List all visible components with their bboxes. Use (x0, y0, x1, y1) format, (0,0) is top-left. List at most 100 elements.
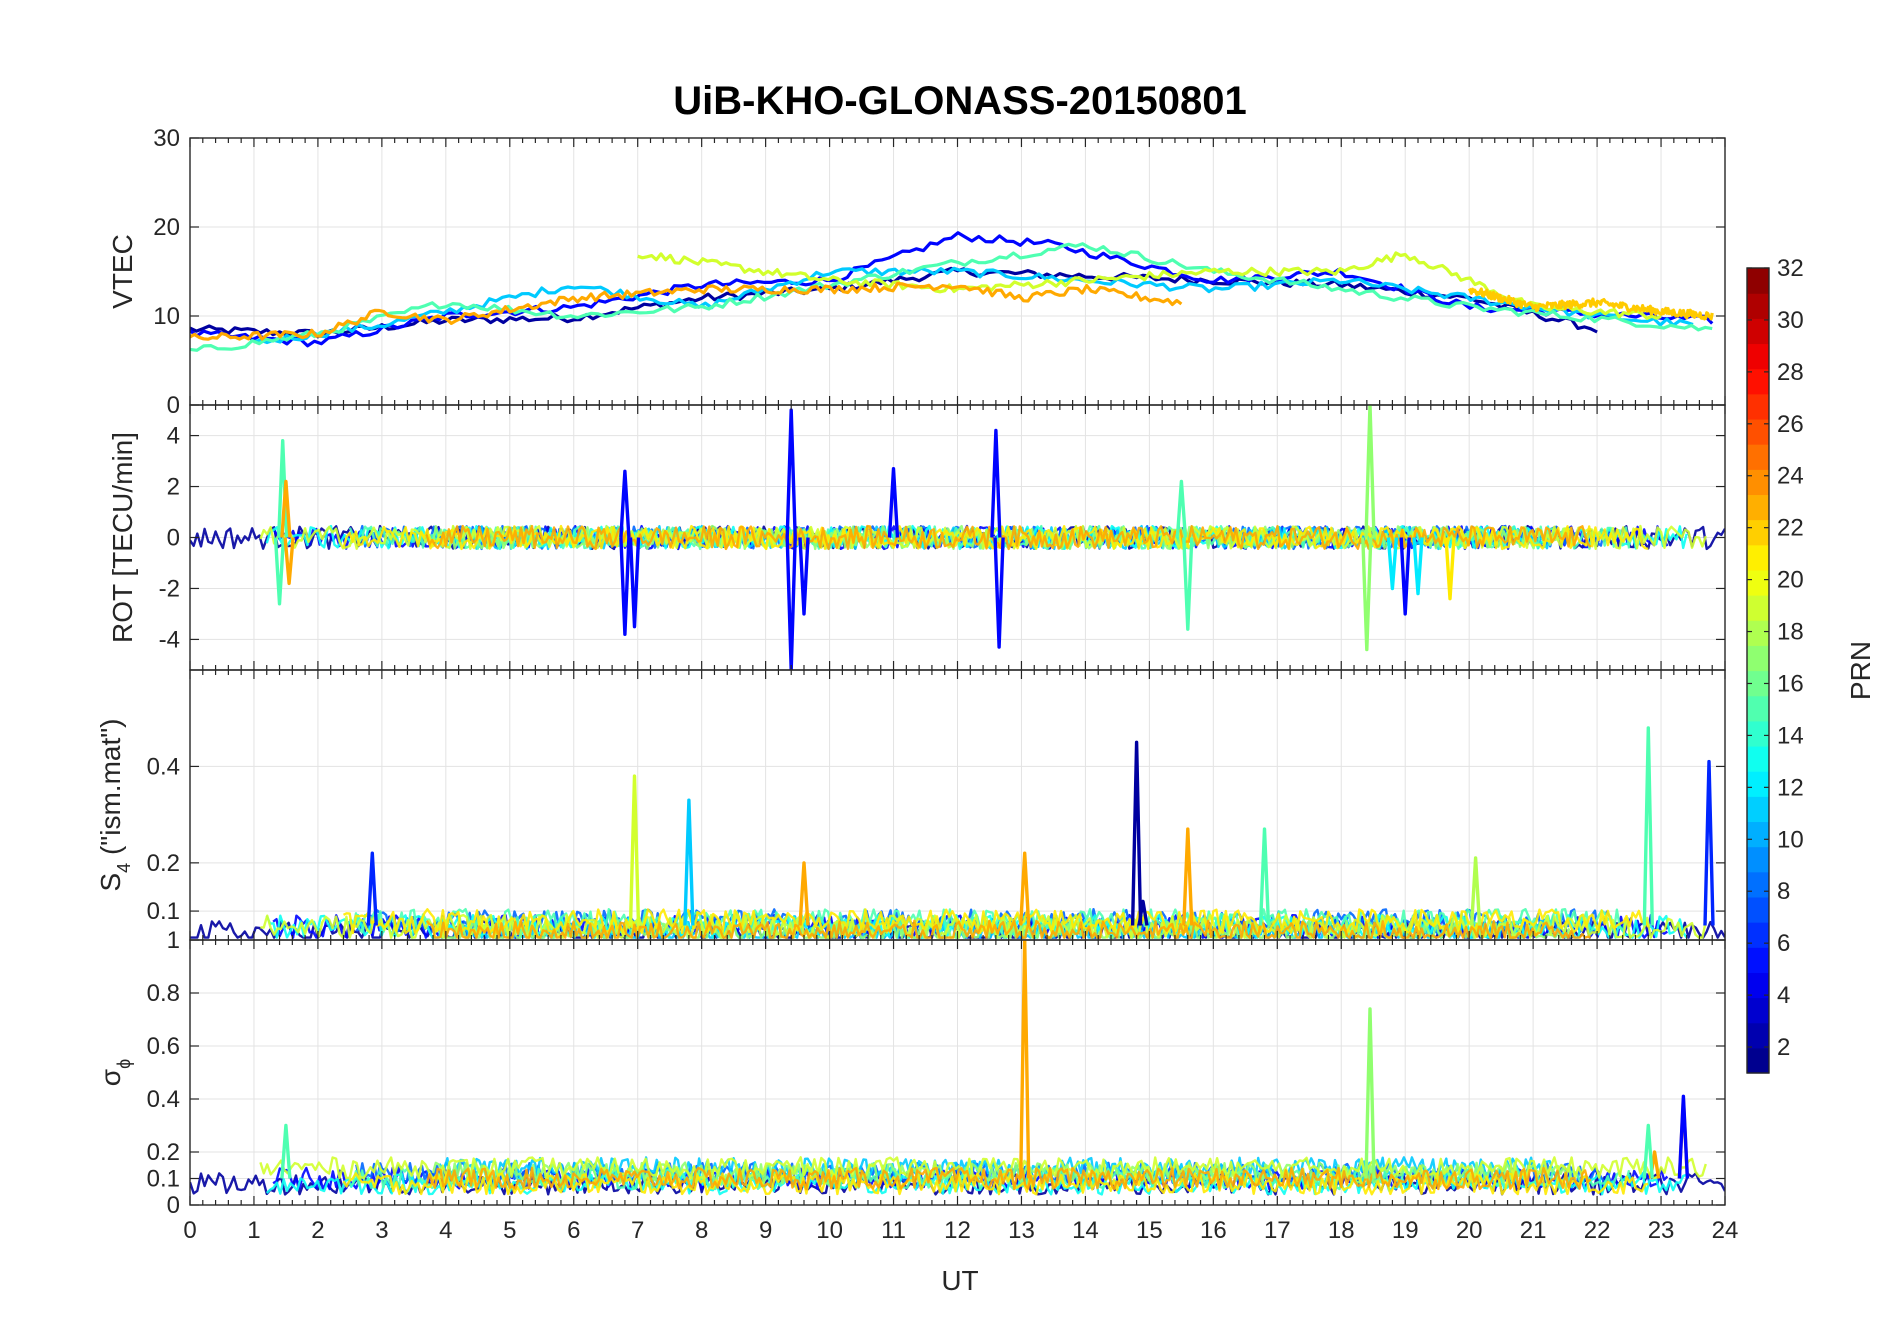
colorbar-segment (1747, 1047, 1769, 1074)
spike-prn-6-1 (1703, 759, 1715, 926)
x-tick-label: 12 (944, 1217, 971, 1244)
x-tick-label: 8 (695, 1217, 708, 1244)
panel-vtec-series (190, 231, 1714, 352)
colorbar-segment (1747, 922, 1769, 948)
colorbar-segment (1747, 821, 1769, 848)
colorbar-tick-label: 28 (1777, 359, 1804, 386)
y-tick-label: 1 (167, 927, 180, 954)
y-axis-label-subscript: ϕ (114, 1059, 134, 1069)
spike-prn-5-5 (798, 537, 810, 616)
spike-prn-5-9 (1399, 537, 1411, 616)
colorbar-segment (1747, 469, 1769, 496)
y-tick-label: 0 (167, 525, 180, 552)
colorbar-segment (1747, 569, 1769, 596)
panel-s4: 0.1 0.2 0.4 S4 ("ism.mat") (95, 669, 1726, 941)
spike-prn-2-0 (1130, 740, 1143, 926)
x-tick-label: 7 (631, 1217, 644, 1244)
spike-prn-5-0 (619, 469, 631, 538)
y-axis-label-vtec: VTEC (107, 234, 138, 309)
x-tick-label: 16 (1200, 1217, 1227, 1244)
colorbar-segment (1747, 620, 1769, 646)
y-tick-label: 0.4 (147, 753, 180, 780)
x-tick-label: 17 (1264, 1217, 1291, 1244)
x-tick-label: 14 (1072, 1217, 1099, 1244)
spike-prn-15-0 (280, 1123, 292, 1179)
spike-prn-5-1 (619, 537, 631, 636)
series-line-prn-11 (253, 266, 1694, 345)
x-tick-label: 15 (1136, 1217, 1163, 1244)
y-axis-label-sigma: σϕ (95, 1059, 134, 1086)
spike-prn-23-0 (1019, 940, 1031, 1179)
y-tick-label: 4 (167, 423, 180, 450)
colorbar-segment (1747, 771, 1769, 797)
y-tick-label: 0 (167, 392, 180, 419)
colorbar-segment (1747, 418, 1769, 445)
spike-prn-5-7 (990, 428, 1002, 538)
spike-prn-15-0 (1642, 726, 1654, 926)
y-tick-label: 0.4 (147, 1086, 180, 1113)
y-tick-label: 0.1 (147, 1166, 180, 1193)
y-axis-label-rest: ("ism.mat") (95, 718, 126, 862)
y-tick-label: 20 (153, 214, 180, 241)
spike-prn-5-3 (785, 408, 797, 538)
y-tick-label: 2 (167, 474, 180, 501)
x-tick-label: 6 (567, 1217, 580, 1244)
y-tick-label: -2 (159, 575, 180, 602)
colorbar-segment (1747, 318, 1769, 345)
y-axis-label-subscript: 4 (114, 863, 134, 873)
colorbar-segment (1747, 368, 1769, 395)
spike-prn-17-0 (1364, 1007, 1376, 1179)
colorbar-segment (1747, 695, 1769, 722)
colorbar-tick-label: 12 (1777, 774, 1804, 801)
spike-prn-15-2 (1182, 537, 1194, 631)
y-tick-label: 0 (167, 1192, 180, 1219)
spike-prn-17-0 (1364, 405, 1376, 538)
y-axis-label-s4: S4 ("ism.mat") (95, 718, 134, 891)
colorbar-tick-label: 2 (1777, 1034, 1790, 1061)
y-tick-label: 0.2 (147, 850, 180, 877)
spike-prn-23-1 (1182, 827, 1194, 926)
colorbar-tick-label: 24 (1777, 463, 1804, 490)
colorbar-tick-label: 6 (1777, 930, 1790, 957)
x-tick-label: 0 (183, 1217, 196, 1244)
spike-prn-5-2 (628, 537, 641, 629)
y-tick-label: 0.1 (147, 898, 180, 925)
colorbar-segment (1747, 519, 1769, 546)
series-line-prn-22 (1467, 287, 1714, 321)
colorbar-segment (1747, 720, 1769, 747)
colorbar-segment (1747, 268, 1769, 294)
x-tick-label: 13 (1008, 1217, 1035, 1244)
spike-prn-11-0 (683, 798, 695, 926)
series-line-prn-23 (190, 281, 1183, 341)
x-tick-label: 9 (759, 1217, 772, 1244)
spike-prn-5-8 (993, 537, 1005, 649)
colorbar-segment (1747, 745, 1769, 772)
spike-prn-12-1 (1386, 537, 1399, 591)
colorbar-segment (1747, 343, 1769, 370)
colorbar-segment (1747, 846, 1769, 873)
x-tick-label: 11 (881, 1217, 906, 1244)
x-tick-label: 20 (1456, 1217, 1483, 1244)
panel-rot: -4 -2 0 2 4 ROT [TECU/min] (107, 404, 1726, 671)
spike-prn-23-2 (798, 861, 810, 926)
panel-sigma: 00.10.2 0.4 0.6 0.8 1 σϕ (95, 927, 1726, 1219)
colorbar-segment (1747, 871, 1769, 898)
x-tick-label: 19 (1392, 1217, 1419, 1244)
x-tick-label: 22 (1584, 1217, 1611, 1244)
colorbar-tick-label: 10 (1777, 826, 1804, 853)
colorbar-tick-label: 4 (1777, 982, 1790, 1009)
spike-prn-6-0 (366, 851, 378, 926)
y-tick-label: 30 (153, 125, 180, 152)
spike-prn-17-1 (1361, 537, 1373, 652)
colorbar-frame (1746, 267, 1770, 1074)
x-tick-label: 3 (375, 1217, 388, 1244)
spike-prn-5-0 (1677, 1094, 1690, 1179)
spike-prn-23-0 (1019, 851, 1031, 926)
colorbar-segment (1747, 796, 1769, 823)
spike-prn-2-1 (1137, 899, 1149, 926)
x-axis-label: UT (941, 1265, 978, 1296)
spike-prn-21-0 (1444, 537, 1456, 601)
noise-trace-prn-21 (342, 908, 1650, 935)
